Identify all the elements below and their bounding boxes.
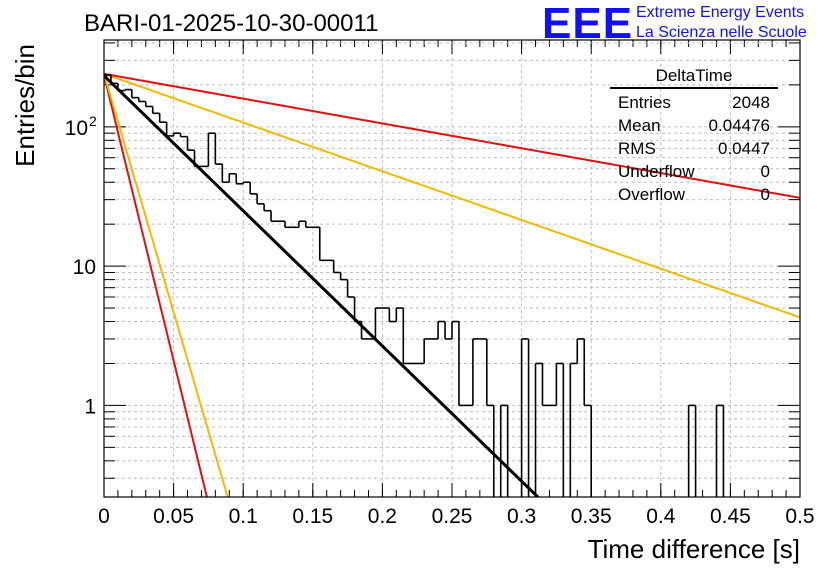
- x-tick-label: 0.4: [646, 505, 676, 528]
- stats-row-entries: Entries 2048: [610, 91, 778, 114]
- curve-orange-slow: [104, 72, 800, 319]
- y-tick-exponent: 2: [89, 113, 97, 129]
- x-tick-label: 0.45: [710, 505, 751, 528]
- fit-line: [104, 74, 541, 497]
- x-tick-label: 0: [98, 505, 110, 528]
- stats-value: 0: [760, 162, 770, 181]
- eee-logo: EEE: [542, 0, 634, 48]
- stats-value: 0.0447: [718, 139, 770, 158]
- stats-box: DeltaTime Entries 2048 Mean 0.04476 RMS …: [610, 66, 778, 206]
- plot-frame: [103, 39, 801, 498]
- stats-value: 0: [760, 185, 770, 204]
- curve-red-slow: [104, 72, 800, 199]
- y-axis-label: Entries/bin: [10, 44, 40, 167]
- stats-label: Entries: [618, 93, 671, 112]
- stats-label: Mean: [618, 116, 661, 135]
- stats-row-underflow: Underflow 0: [610, 160, 778, 183]
- eee-logo-text: Extreme Energy Events La Scienza nelle S…: [636, 3, 807, 43]
- run-title: BARI-01-2025-10-30-00011: [84, 10, 379, 37]
- y-tick-label: 10: [65, 117, 88, 140]
- x-tick-label: 0.35: [571, 505, 612, 528]
- stats-value: 2048: [732, 93, 770, 112]
- curve-orange-steep: [104, 73, 229, 497]
- x-tick-label: 0.5: [785, 505, 814, 528]
- y-tick-label: 10: [73, 256, 96, 279]
- stats-value: 0.04476: [708, 116, 770, 135]
- x-tick-label: 0.15: [292, 505, 333, 528]
- curve-red-steep: [104, 74, 208, 497]
- stats-label: Overflow: [618, 185, 686, 204]
- logo-line-2: La Scienza nelle Scuole: [636, 24, 807, 41]
- stats-label: RMS: [618, 139, 656, 158]
- stats-row-rms: RMS 0.0447: [610, 137, 778, 160]
- stats-row-overflow: Overflow 0: [610, 183, 778, 206]
- stats-title: DeltaTime: [610, 66, 778, 89]
- stats-row-mean: Mean 0.04476: [610, 114, 778, 137]
- x-tick-label: 0.25: [432, 505, 473, 528]
- x-axis-label: Time difference [s]: [588, 534, 800, 564]
- x-tick-label: 0.2: [368, 505, 397, 528]
- stats-label: Underflow: [618, 162, 695, 181]
- logo-line-1: Extreme Energy Events: [636, 4, 805, 21]
- x-tick-label: 0.05: [153, 505, 194, 528]
- x-tick-label: 0.3: [507, 505, 536, 528]
- y-tick-label: 1: [84, 395, 96, 418]
- x-tick-label: 0.1: [229, 505, 258, 528]
